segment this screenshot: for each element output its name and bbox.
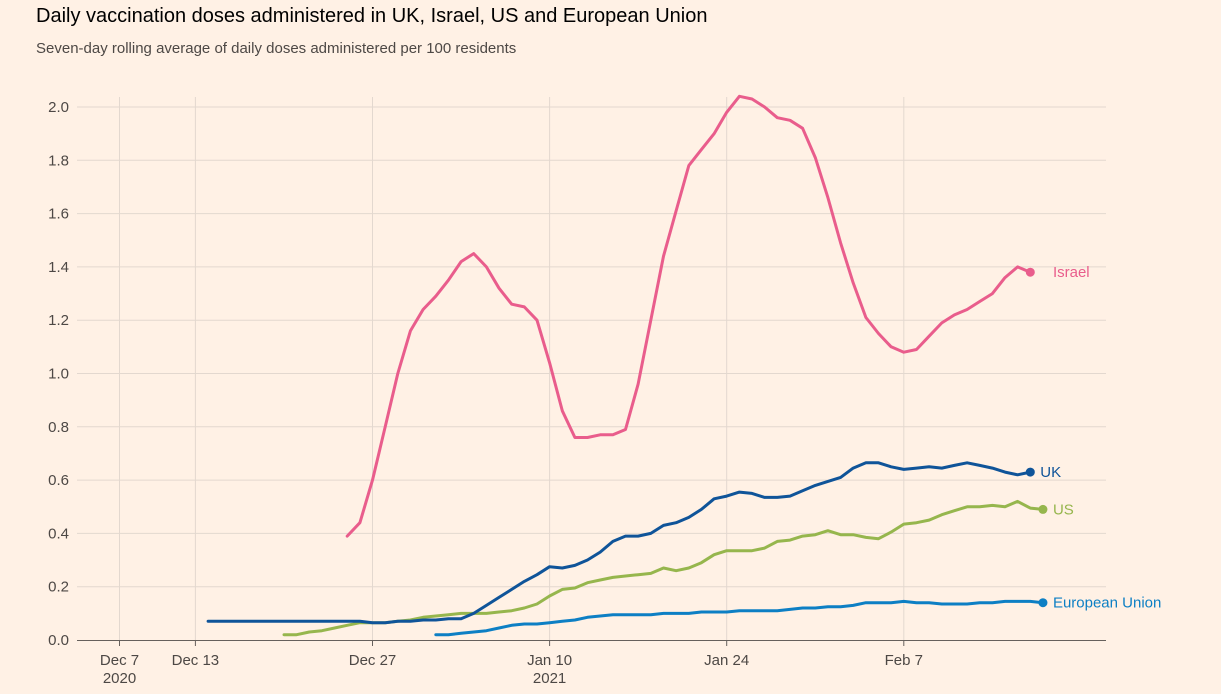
series-line-israel [345, 94, 1032, 538]
y-tick-label: 1.0 [48, 366, 69, 383]
chart-title: Daily vaccination doses administered in … [36, 5, 708, 27]
y-tick-label: 1.6 [48, 206, 69, 223]
x-tick-year-label: 2020 [103, 670, 136, 687]
series-label-european-union: European Union [1053, 595, 1161, 612]
end-marker-israel [1025, 267, 1035, 277]
end-marker-european-union [1038, 598, 1048, 608]
x-tick-label: Jan 24 [704, 652, 749, 669]
y-tick-label: 1.4 [48, 259, 69, 276]
x-tick-label: Feb 7 [885, 652, 923, 669]
y-tick-label: 1.2 [48, 312, 69, 329]
y-tick-label: 0.8 [48, 419, 69, 436]
series-label-uk: UK [1040, 464, 1061, 481]
y-tick-label: 0.4 [48, 525, 69, 542]
y-tick-label: 2.0 [48, 99, 69, 116]
chart-subtitle: Seven-day rolling average of daily doses… [36, 40, 517, 57]
end-marker-uk [1025, 467, 1035, 477]
y-tick-label: 0.2 [48, 579, 69, 596]
x-tick-label: Dec 27 [349, 652, 397, 669]
y-tick-label: 0.0 [48, 632, 69, 649]
x-tick-label: Dec 7 [100, 652, 139, 669]
x-tick-label: Dec 13 [172, 652, 220, 669]
y-tick-label: 1.8 [48, 152, 69, 169]
x-tick-label: Jan 10 [527, 652, 572, 669]
x-tick-year-label: 2021 [533, 670, 566, 687]
series-label-us: US [1053, 501, 1074, 518]
end-marker-us [1038, 504, 1048, 514]
series-line-european-union [434, 599, 1045, 637]
series-line-uk [206, 461, 1032, 625]
y-tick-label: 0.6 [48, 472, 69, 489]
series-label-israel: Israel [1053, 264, 1090, 281]
